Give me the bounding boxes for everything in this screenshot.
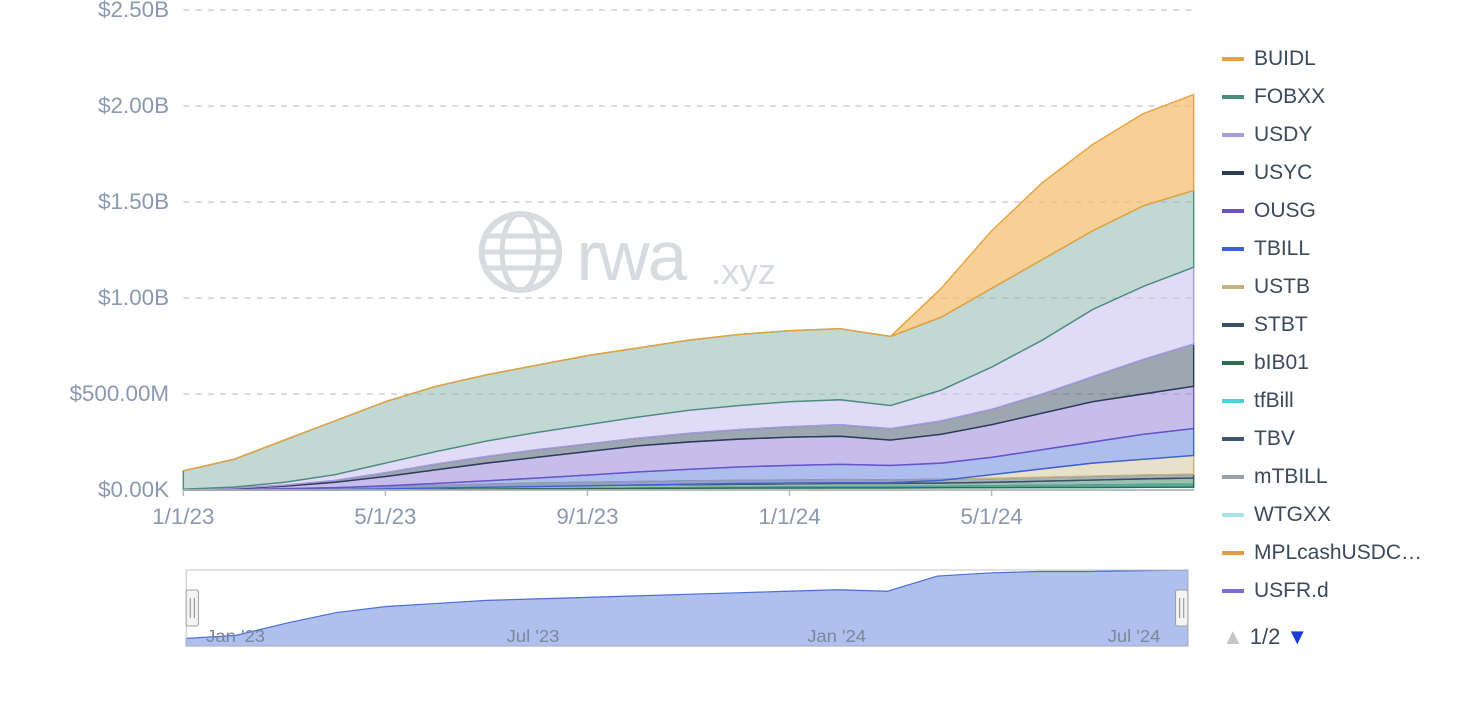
legend-item-mTBILL[interactable]: mTBILL [1222,458,1472,496]
legend-swatch [1222,513,1244,517]
legend-item-BUIDL[interactable]: BUIDL [1222,40,1472,78]
legend-label: OUSG [1254,199,1316,223]
legend-swatch [1222,285,1244,289]
svg-text:$1.00B: $1.00B [98,285,169,310]
legend-label: BUIDL [1254,47,1316,71]
legend-item-TBV[interactable]: TBV [1222,420,1472,458]
legend-label: STBT [1254,313,1308,337]
legend-item-USYC[interactable]: USYC [1222,154,1472,192]
legend-swatch [1222,209,1244,213]
legend-label: USDY [1254,123,1312,147]
legend-label: USFR.d [1254,579,1329,603]
svg-text:Jan '24: Jan '24 [807,626,866,646]
pager-next-icon[interactable]: ▼ [1286,624,1308,650]
legend-label: USYC [1254,161,1312,185]
legend-item-OUSG[interactable]: OUSG [1222,192,1472,230]
range-selector[interactable]: Jan '23 Jul '23 Jan '24 Jul '24 [180,560,1194,670]
legend-swatch [1222,95,1244,99]
svg-text:Jul '23: Jul '23 [507,626,560,646]
legend-label: bIB01 [1254,351,1309,375]
legend-swatch [1222,133,1244,137]
legend-swatch [1222,399,1244,403]
svg-text:9/1/23: 9/1/23 [556,504,618,529]
legend-swatch [1222,171,1244,175]
legend-label: MPLcashUSDC… [1254,541,1422,565]
svg-text:$1.50B: $1.50B [98,189,169,214]
legend-label: WTGXX [1254,503,1331,527]
svg-text:5/1/23: 5/1/23 [354,504,416,529]
pager-page-indicator: 1/2 [1250,624,1281,650]
legend-swatch [1222,437,1244,441]
svg-text:$2.00B: $2.00B [98,93,169,118]
pager-prev-icon[interactable]: ▲ [1222,624,1244,650]
svg-text:Jul '24: Jul '24 [1108,626,1161,646]
svg-text:rwa: rwa [576,217,688,295]
legend-item-STBT[interactable]: STBT [1222,306,1472,344]
legend-swatch [1222,57,1244,61]
legend-swatch [1222,475,1244,479]
legend: BUIDL FOBXX USDY USYC OUSG TBILL USTB STBT bIB01… [1212,0,1482,706]
svg-text:$0.00K: $0.00K [98,477,169,502]
legend-item-MPLcashUSDC[interactable]: MPLcashUSDC… [1222,534,1472,572]
legend-swatch [1222,551,1244,555]
legend-label: TBV [1254,427,1295,451]
svg-text:5/1/24: 5/1/24 [960,504,1022,529]
legend-label: tfBill [1254,389,1294,413]
svg-text:$2.50B: $2.50B [98,0,169,22]
legend-item-bIB01[interactable]: bIB01 [1222,344,1472,382]
svg-text:Jan '23: Jan '23 [206,626,265,646]
legend-item-TBILL[interactable]: TBILL [1222,230,1472,268]
legend-label: FOBXX [1254,85,1325,109]
legend-swatch [1222,323,1244,327]
legend-swatch [1222,361,1244,365]
legend-item-USTB[interactable]: USTB [1222,268,1472,306]
legend-swatch [1222,589,1244,593]
svg-text:$500.00M: $500.00M [69,381,169,406]
main-chart[interactable]: $0.00K $500.00M $1.00B $1.50B $2.00B $2.50B rw… [0,0,1212,560]
legend-item-WTGXX[interactable]: WTGXX [1222,496,1472,534]
legend-item-tfBill[interactable]: tfBill [1222,382,1472,420]
svg-text:1/1/23: 1/1/23 [152,504,214,529]
legend-pager: ▲ 1/2 ▼ [1222,610,1472,650]
legend-label: USTB [1254,275,1310,299]
legend-item-USFR.d[interactable]: USFR.d [1222,572,1472,610]
legend-label: mTBILL [1254,465,1328,489]
legend-swatch [1222,247,1244,251]
svg-text:.xyz: .xyz [711,251,776,292]
legend-item-USDY[interactable]: USDY [1222,116,1472,154]
legend-item-FOBXX[interactable]: FOBXX [1222,78,1472,116]
svg-text:1/1/24: 1/1/24 [758,504,820,529]
legend-label: TBILL [1254,237,1310,261]
